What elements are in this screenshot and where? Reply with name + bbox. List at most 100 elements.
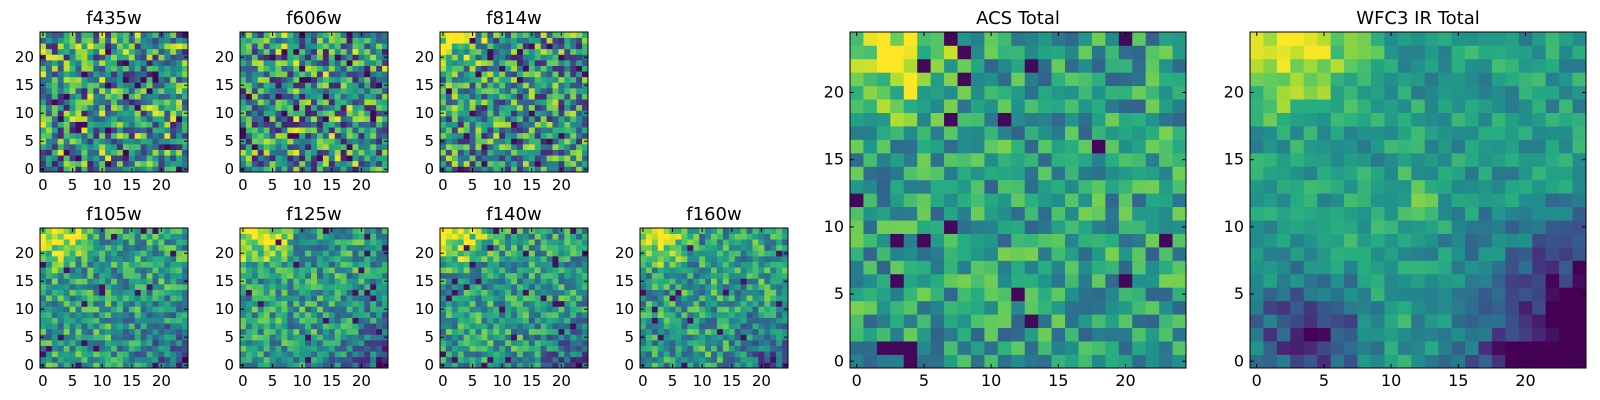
- heatmap-cell: [140, 93, 147, 100]
- heatmap-cell: [251, 278, 259, 285]
- heatmap-cell: [352, 244, 359, 251]
- heatmap-cell: [328, 149, 336, 156]
- heatmap-cell: [528, 121, 536, 128]
- heatmap-cell: [552, 323, 559, 330]
- heatmap-cell: [51, 76, 59, 83]
- heatmap-cell: [540, 351, 547, 358]
- heatmap-cell: [576, 104, 583, 111]
- heatmap-cell: [358, 54, 365, 61]
- heatmap-cell: [564, 239, 571, 246]
- heatmap-cell: [764, 256, 771, 262]
- heatmap-cell: [487, 256, 494, 262]
- heatmap-cell: [481, 250, 488, 257]
- heatmap-cell: [540, 48, 547, 55]
- heatmap-cell: [782, 300, 789, 307]
- heatmap-cell: [269, 261, 276, 268]
- heatmap-cell: [711, 340, 718, 346]
- heatmap-cell: [146, 132, 153, 139]
- heatmap-cell: [1051, 287, 1066, 302]
- heatmap-cell: [764, 300, 771, 307]
- heatmap-cell: [440, 149, 447, 156]
- heatmap-cell: [534, 37, 541, 44]
- heatmap-cell: [263, 362, 270, 369]
- heatmap-cell: [311, 37, 318, 44]
- heatmap-cell: [275, 250, 282, 257]
- heatmap-cell: [358, 272, 365, 279]
- heatmap-cell: [746, 351, 753, 358]
- heatmap-cell: [87, 239, 94, 246]
- heatmap-cell: [746, 317, 753, 324]
- heatmap-cell: [451, 37, 459, 44]
- heatmap-cell: [334, 289, 341, 296]
- heatmap-cell: [1065, 193, 1079, 208]
- heatmap-cell: [722, 239, 730, 246]
- heatmap-cell: [293, 306, 300, 313]
- heatmap-cell: [281, 104, 288, 111]
- heatmap-cell: [281, 43, 288, 50]
- heatmap-cell: [322, 71, 330, 78]
- heatmap-cell: [81, 323, 88, 330]
- heatmap-cell: [522, 110, 530, 117]
- heatmap-cell: [746, 284, 753, 290]
- y-tick-label: 20: [215, 48, 234, 66]
- heatmap-cell: [522, 306, 530, 313]
- heatmap-cell: [1051, 179, 1066, 194]
- heatmap-cell: [346, 166, 353, 173]
- heatmap-cell: [293, 267, 300, 274]
- heatmap-cell: [645, 239, 653, 246]
- heatmap-cell: [293, 345, 300, 352]
- heatmap-cell: [558, 149, 565, 156]
- plot-frame: [439, 227, 589, 369]
- x-tick-label: 15: [322, 176, 341, 194]
- heatmap-cell: [45, 261, 53, 268]
- heatmap-cell: [663, 267, 670, 274]
- heatmap-cell: [69, 306, 76, 313]
- heatmap-cell: [693, 267, 700, 274]
- heatmap-cell: [263, 32, 270, 38]
- heatmap-cell: [122, 132, 130, 139]
- heatmap-cell: [287, 166, 294, 173]
- heatmap-cell: [699, 239, 706, 246]
- heatmap-cell: [328, 121, 336, 128]
- heatmap-cell: [170, 362, 177, 369]
- heatmap-cell: [1038, 233, 1052, 248]
- heatmap-cell: [346, 300, 353, 307]
- heatmap-cell: [1172, 287, 1187, 302]
- heatmap-cell: [764, 345, 771, 352]
- heatmap-cell: [281, 127, 288, 134]
- heatmap-cell: [105, 244, 112, 251]
- heatmap-cell: [134, 121, 141, 128]
- heatmap-cell: [99, 82, 106, 89]
- heatmap-cell: [1065, 300, 1079, 315]
- heatmap-cell: [540, 37, 547, 44]
- heatmap-cell: [645, 312, 653, 318]
- heatmap-cell: [111, 328, 118, 335]
- heatmap-cell: [281, 351, 288, 358]
- heatmap-cell: [240, 317, 247, 324]
- heatmap-cell: [340, 295, 347, 302]
- heatmap-cell: [364, 239, 371, 246]
- heatmap-cell: [57, 88, 65, 94]
- heatmap-cell: [540, 99, 547, 106]
- heatmap-cell: [382, 155, 389, 162]
- heatmap-cell: [957, 314, 972, 329]
- heatmap-cell: [128, 345, 136, 352]
- heatmap-cell: [328, 43, 336, 50]
- heatmap-cell: [382, 295, 389, 302]
- heatmap-cell: [1091, 220, 1106, 234]
- heatmap-cell: [1159, 179, 1173, 194]
- heatmap-cell: [81, 244, 88, 251]
- heatmap-cell: [299, 155, 306, 162]
- heatmap-cell: [364, 99, 371, 106]
- heatmap-cell: [1065, 341, 1079, 355]
- heatmap-cell: [57, 278, 65, 285]
- heatmap-cell: [522, 272, 530, 279]
- heatmap-cell: [681, 328, 688, 335]
- heatmap-cell: [311, 233, 318, 240]
- heatmap-cell: [481, 312, 488, 318]
- heatmap-cell: [475, 244, 482, 251]
- heatmap-cell: [564, 88, 571, 94]
- heatmap-cell: [69, 356, 76, 363]
- heatmap-cell: [1011, 260, 1026, 275]
